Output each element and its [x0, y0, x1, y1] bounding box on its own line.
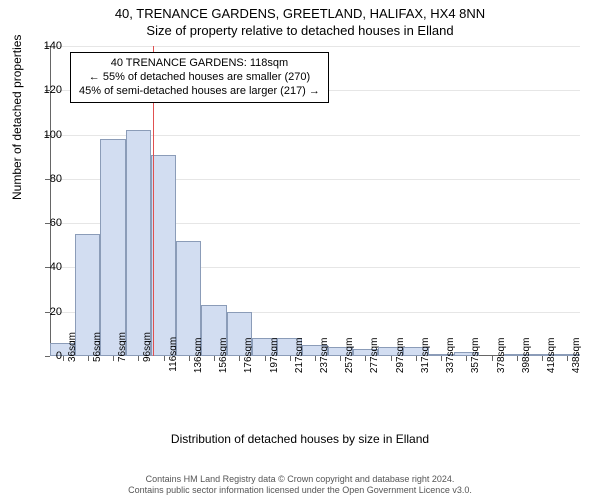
xtick-mark	[290, 356, 291, 361]
footer: Contains HM Land Registry data © Crown c…	[0, 474, 600, 497]
x-axis-title: Distribution of detached houses by size …	[0, 432, 600, 446]
ytick-label: 80	[50, 173, 62, 185]
footer-line1: Contains HM Land Registry data © Crown c…	[0, 474, 600, 485]
xtick-mark	[88, 356, 89, 361]
footer-line2: Contains public sector information licen…	[0, 485, 600, 496]
ytick-label: 120	[44, 84, 62, 96]
xtick-mark	[441, 356, 442, 361]
xtick-label: 438sqm	[571, 302, 582, 362]
gridline	[50, 46, 580, 47]
annotation-line2: ← 55% of detached houses are smaller (27…	[79, 71, 320, 85]
sub-title: Size of property relative to detached ho…	[0, 23, 600, 38]
xtick-mark	[466, 356, 467, 361]
xtick-mark	[567, 356, 568, 361]
xtick-mark	[265, 356, 266, 361]
main-title: 40, TRENANCE GARDENS, GREETLAND, HALIFAX…	[0, 6, 600, 21]
ytick-label: 60	[50, 217, 62, 229]
xtick-mark	[542, 356, 543, 361]
xtick-mark	[365, 356, 366, 361]
annotation-line1: 40 TRENANCE GARDENS: 118sqm	[79, 57, 320, 71]
xtick-mark	[63, 356, 64, 361]
xtick-mark	[164, 356, 165, 361]
ytick-label: 140	[44, 40, 62, 52]
annotation-box: 40 TRENANCE GARDENS: 118sqm ← 55% of det…	[70, 52, 329, 103]
ytick-label: 20	[50, 306, 62, 318]
annotation-line3: 45% of semi-detached houses are larger (…	[79, 85, 320, 99]
xtick-mark	[340, 356, 341, 361]
xtick-mark	[517, 356, 518, 361]
xtick-mark	[138, 356, 139, 361]
xtick-mark	[239, 356, 240, 361]
xtick-mark	[113, 356, 114, 361]
xtick-mark	[214, 356, 215, 361]
xtick-mark	[391, 356, 392, 361]
ytick-label: 100	[44, 129, 62, 141]
y-axis-title: Number of detached properties	[10, 35, 24, 200]
xtick-mark	[492, 356, 493, 361]
ytick-mark	[45, 356, 50, 357]
chart: 36sqm56sqm76sqm96sqm116sqm136sqm156sqm17…	[50, 46, 586, 426]
xtick-label: 357sqm	[470, 302, 481, 362]
ytick-label: 0	[56, 350, 62, 362]
xtick-mark	[315, 356, 316, 361]
ytick-label: 40	[50, 261, 62, 273]
xtick-mark	[189, 356, 190, 361]
xtick-mark	[416, 356, 417, 361]
title-block: 40, TRENANCE GARDENS, GREETLAND, HALIFAX…	[0, 0, 600, 38]
